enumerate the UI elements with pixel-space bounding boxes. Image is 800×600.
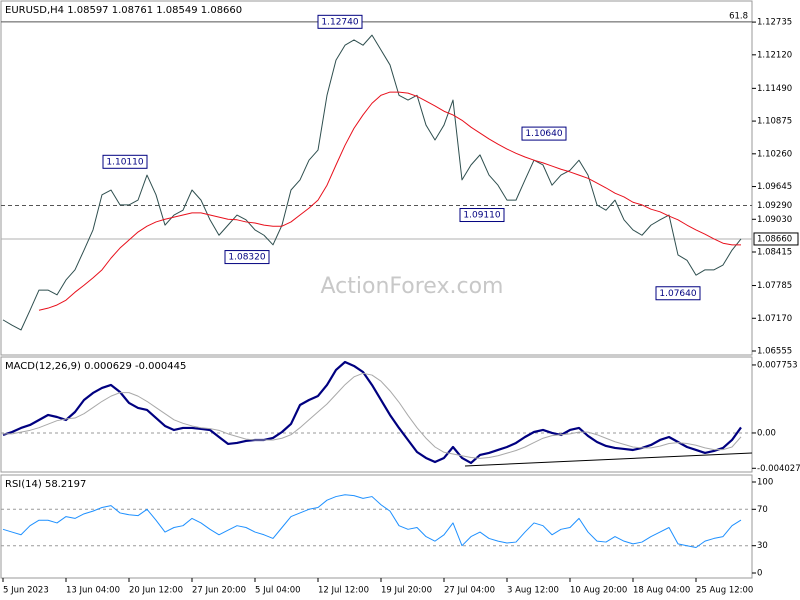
x-tick-label: 18 Aug 04:00 — [633, 586, 690, 596]
y-tick-label: 0 — [757, 569, 762, 579]
y-tick-label: 1.07785 — [757, 281, 792, 291]
annotation-box — [317, 14, 363, 29]
x-tick-label: 19 Jul 20:00 — [381, 586, 432, 596]
watermark: ActionForex.com — [321, 274, 504, 299]
y-tick-label: 30 — [757, 541, 768, 551]
annotation-label: 1.08320 — [228, 253, 265, 263]
x-tick-label: 3 Aug 12:00 — [507, 586, 559, 596]
annotation-box — [102, 154, 148, 169]
x-tick-label: 5 Jun 2023 — [3, 586, 49, 596]
y-tick-label: 1.09645 — [757, 182, 792, 192]
panel-title: RSI(14) 58.2197 — [5, 479, 86, 490]
y-tick-label: 1.07170 — [757, 314, 792, 324]
level-box — [754, 199, 798, 212]
y-tick-label: 1.11490 — [757, 84, 792, 94]
level-label: 1.09290 — [757, 201, 792, 211]
x-tick-label: 13 Jun 04:00 — [66, 586, 120, 596]
y-tick-label: 1.12735 — [757, 18, 792, 28]
series-line — [2, 494, 742, 549]
annotation-label: 1.09110 — [463, 211, 500, 221]
y-tick-label: 1.08415 — [757, 248, 792, 258]
panel — [0, 0, 753, 356]
series-line — [38, 91, 741, 311]
panel — [0, 474, 753, 579]
y-tick-label: 0.007753 — [757, 360, 798, 370]
annotation-box — [655, 286, 701, 301]
x-tick-label: 25 Aug 12:00 — [696, 586, 753, 596]
y-tick-label: 1.12120 — [757, 50, 792, 60]
x-tick-label: 27 Jun 20:00 — [192, 586, 246, 596]
y-tick-label: 0.00 — [757, 428, 776, 438]
y-tick-label: 70 — [757, 505, 768, 515]
annotation-label: 1.10640 — [525, 129, 562, 139]
panel-title: EURUSD,H4 1.08597 1.08761 1.08549 1.0866… — [5, 5, 242, 16]
y-tick-label: 1.10875 — [757, 117, 792, 127]
level-label: 61.8 — [729, 11, 748, 21]
annotation-box — [459, 208, 505, 223]
annotation-label: 1.07640 — [659, 289, 696, 299]
panel — [0, 356, 753, 473]
y-tick-label: 1.09030 — [757, 215, 792, 225]
x-tick-label: 27 Jul 04:00 — [444, 586, 495, 596]
annotation-label: 1.12740 — [321, 17, 358, 27]
annotation-box — [224, 250, 270, 265]
series-line — [2, 34, 742, 331]
series-line — [2, 360, 742, 465]
annotation-box — [521, 126, 567, 141]
y-tick-label: 1.10260 — [757, 149, 792, 159]
series-line — [3, 372, 742, 459]
y-tick-label: 100 — [757, 478, 773, 488]
trendline — [464, 452, 753, 467]
x-tick-label: 5 Jul 04:00 — [255, 586, 301, 596]
y-tick-label: 1.06555 — [757, 347, 792, 357]
x-tick-label: 12 Jul 12:00 — [318, 586, 369, 596]
panel-title: MACD(12,26,9) 0.000629 -0.000445 — [5, 361, 186, 372]
level-label: 1.08660 — [757, 234, 792, 244]
y-tick-label: -0.004027 — [757, 464, 800, 474]
annotation-label: 1.10110 — [106, 157, 143, 167]
x-tick-label: 20 Jun 12:00 — [129, 586, 183, 596]
price-box — [753, 232, 799, 246]
x-tick-label: 10 Aug 20:00 — [570, 586, 627, 596]
